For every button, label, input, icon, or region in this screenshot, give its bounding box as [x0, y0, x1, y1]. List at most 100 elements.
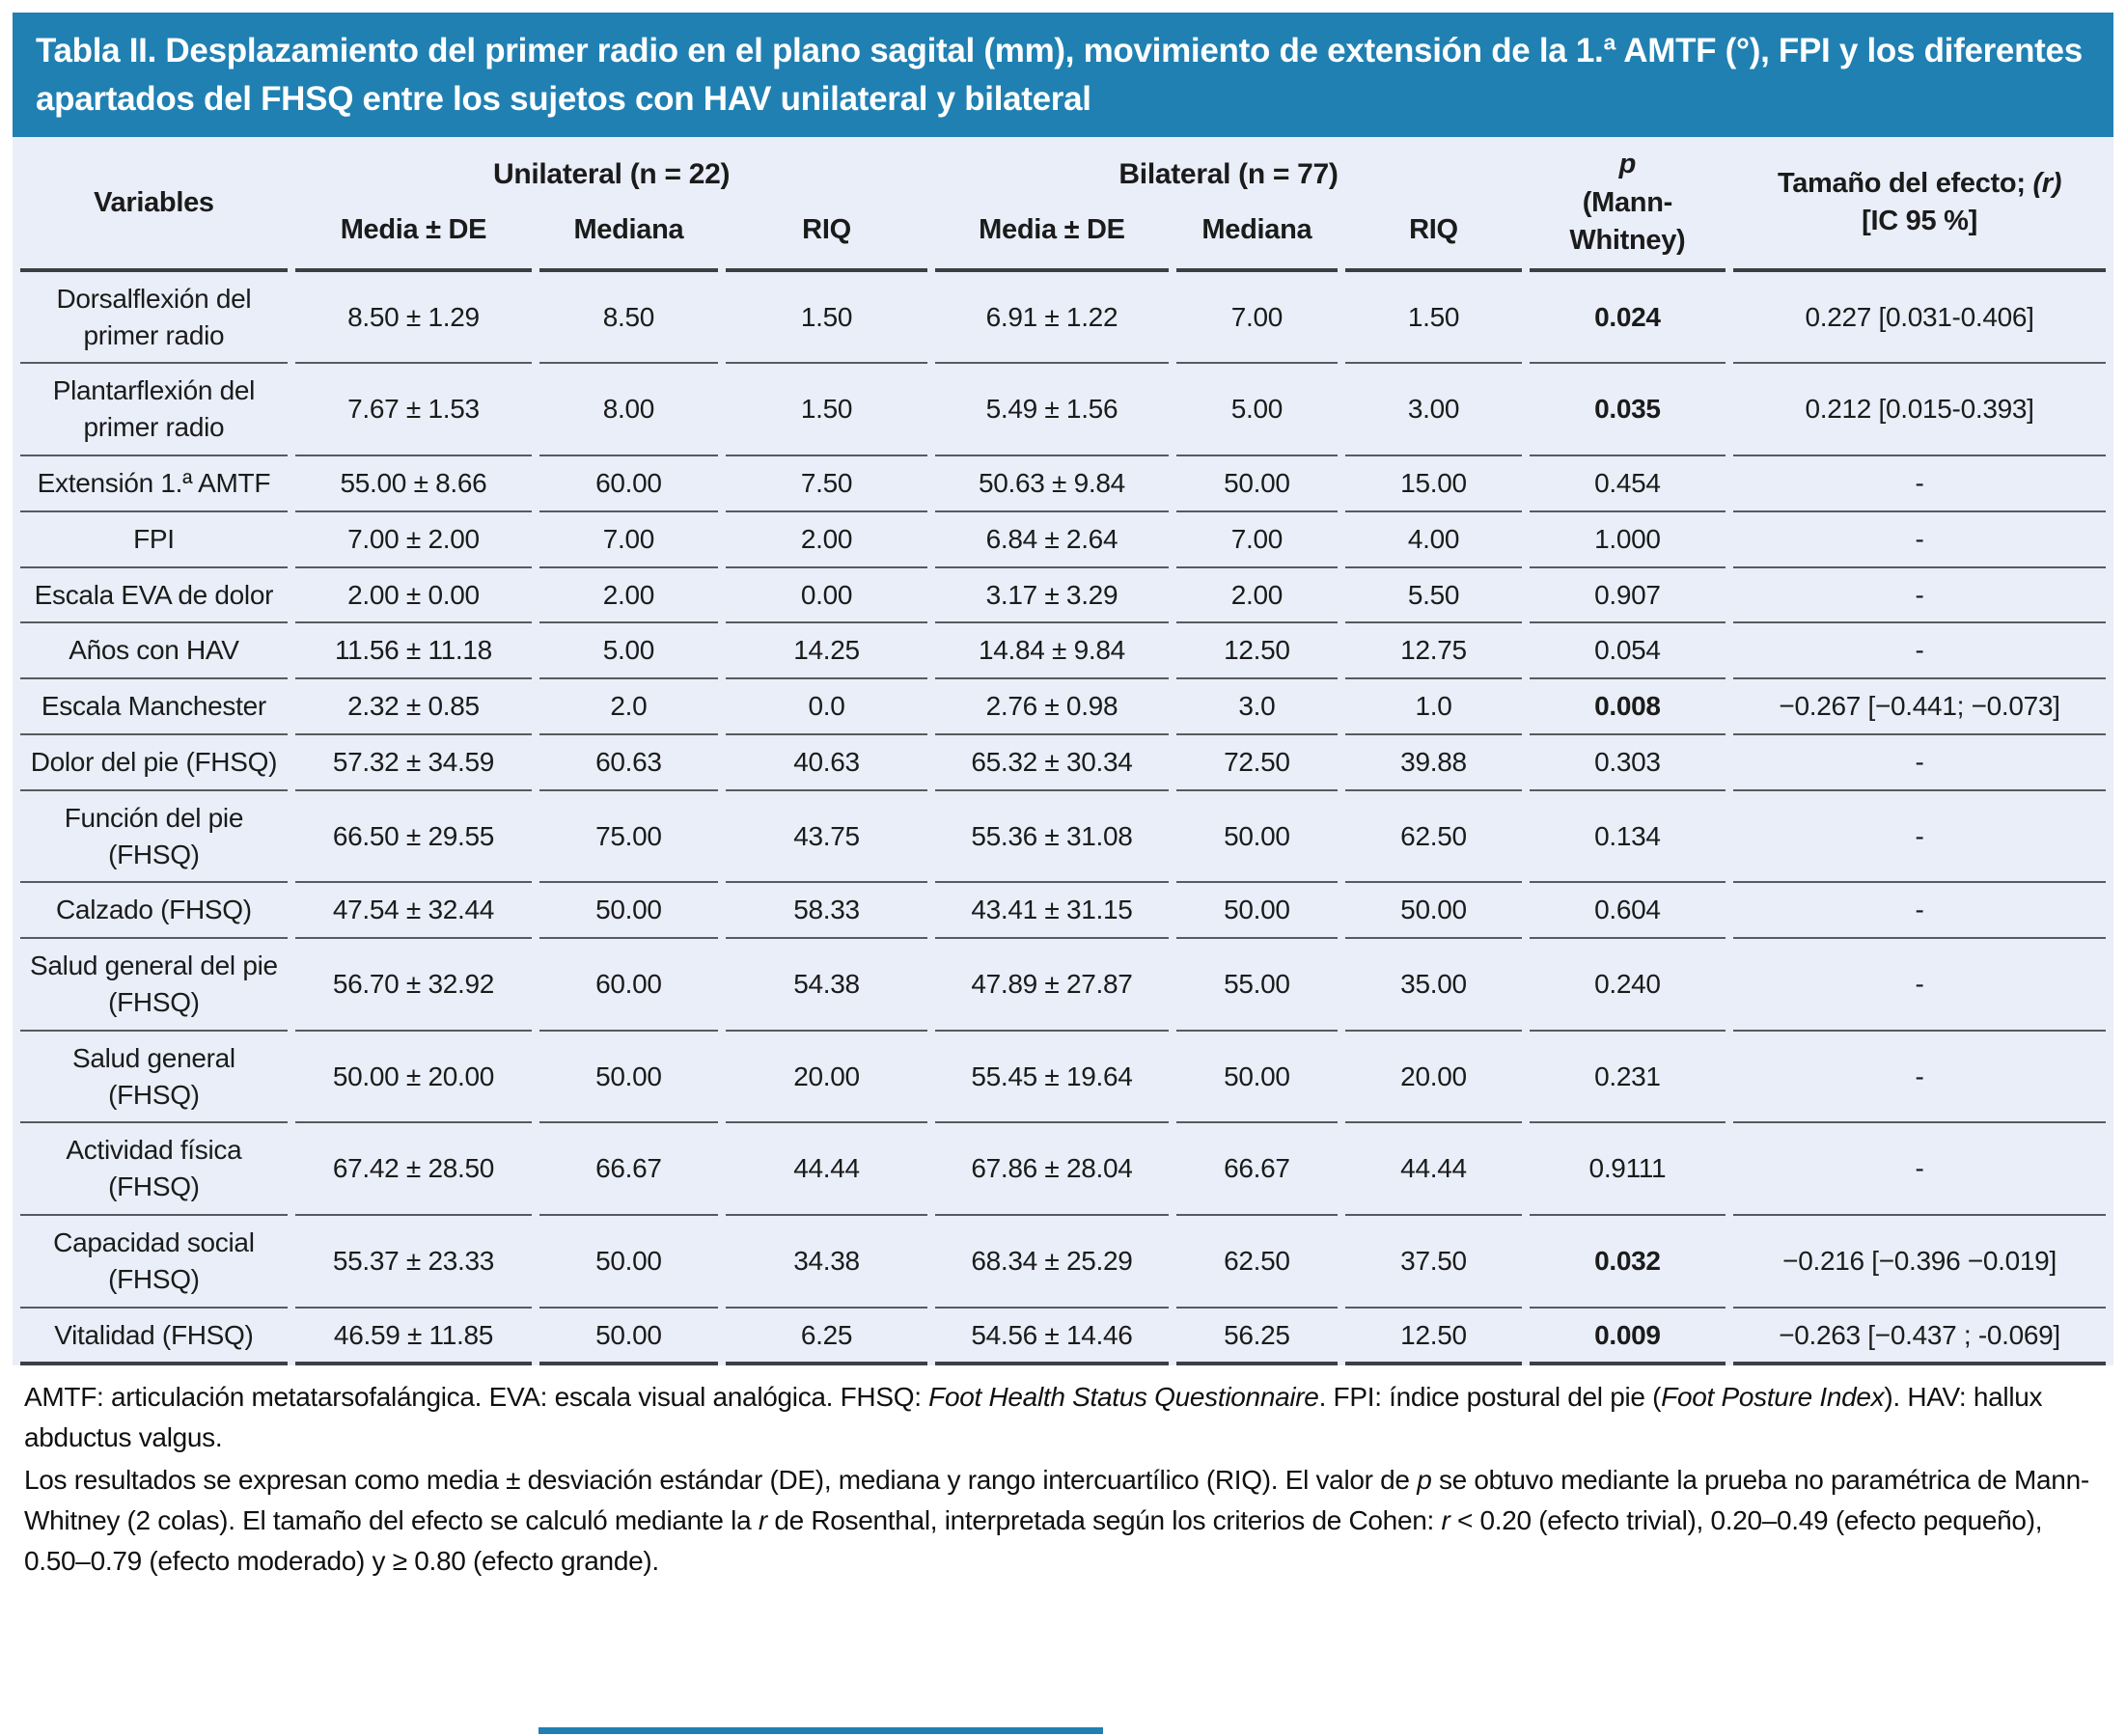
table-header: Variables Unilateral (n = 22) Bilateral …: [20, 137, 2106, 272]
table-row: Plantarflexión del primer radio 7.67 ± 1.…: [20, 364, 2106, 456]
cell-u_media: 50.00 ± 20.00: [294, 1032, 533, 1124]
cell-effect: -: [1733, 623, 2106, 680]
bottom-accent-line: [538, 1727, 1103, 1734]
cell-u_mediana: 2.0: [539, 679, 718, 735]
cell-b_riq: 5.50: [1345, 568, 1522, 624]
cell-p: 0.032: [1529, 1216, 1726, 1309]
footnotes: AMTF: articulación metatarsofalángica. E…: [13, 1365, 2113, 1582]
cell-variable: Salud general del pie (FHSQ): [20, 939, 288, 1032]
cell-u_media: 56.70 ± 32.92: [294, 939, 533, 1032]
cell-p: 0.024: [1529, 272, 1726, 365]
cell-u_media: 67.42 ± 28.50: [294, 1123, 533, 1216]
cell-u_mediana: 60.00: [539, 939, 718, 1032]
cell-variable: Salud general (FHSQ): [20, 1032, 288, 1124]
cell-b_media: 5.49 ± 1.56: [935, 364, 1169, 456]
table-row: FPI 7.00 ± 2.00 7.00 2.00 6.84 ± 2.64 7.00 4.0…: [20, 512, 2106, 568]
table-row: Dorsalflexión del primer radio 8.50 ± 1.2…: [20, 272, 2106, 365]
cell-u_riq: 34.38: [725, 1216, 928, 1309]
cell-p: 0.303: [1529, 735, 1726, 791]
cell-u_riq: 14.25: [725, 623, 928, 680]
cell-b_media: 2.76 ± 0.98: [935, 679, 1169, 735]
p-test-name: (Mann- Whitney): [1569, 186, 1686, 256]
cell-u_media: 55.37 ± 23.33: [294, 1216, 533, 1309]
cell-b_mediana: 50.00: [1175, 883, 1339, 940]
cell-variable: Dorsalflexión del primer radio: [20, 272, 288, 365]
cell-u_riq: 54.38: [725, 939, 928, 1032]
table-container: Variables Unilateral (n = 22) Bilateral …: [13, 137, 2113, 1366]
table-row: Salud general (FHSQ) 50.00 ± 20.00 50.00 20…: [20, 1032, 2106, 1124]
cell-b_media: 65.32 ± 30.34: [935, 735, 1169, 791]
footnote-text: de Rosenthal, interpretada según los cri…: [766, 1505, 1442, 1536]
effect-size-ci-label: [IC 95 %]: [1862, 206, 1977, 237]
table-row: Vitalidad (FHSQ) 46.59 ± 11.85 50.00 6.25 54…: [20, 1309, 2106, 1366]
cell-variable: Años con HAV: [20, 623, 288, 680]
table-body: Dorsalflexión del primer radio 8.50 ± 1.2…: [20, 272, 2106, 1366]
cell-b_riq: 62.50: [1345, 791, 1522, 884]
cell-effect: -: [1733, 512, 2106, 568]
cell-effect: -: [1733, 791, 2106, 884]
table-title: Tabla II. Desplazamiento del primer radi…: [13, 13, 2113, 138]
cell-variable: Extensión 1.ª AMTF: [20, 456, 288, 512]
cell-u_riq: 2.00: [725, 512, 928, 568]
cell-b_riq: 15.00: [1345, 456, 1522, 512]
cell-u_mediana: 5.00: [539, 623, 718, 680]
footnote-text-italic: r: [758, 1505, 767, 1536]
cell-p: 0.054: [1529, 623, 1726, 680]
cell-variable: Plantarflexión del primer radio: [20, 364, 288, 456]
table-row: Actividad física (FHSQ) 67.42 ± 28.50 66.6…: [20, 1123, 2106, 1216]
cell-b_media: 55.45 ± 19.64: [935, 1032, 1169, 1124]
cell-b_riq: 35.00: [1345, 939, 1522, 1032]
cell-u_riq: 1.50: [725, 364, 928, 456]
cell-b_media: 47.89 ± 27.87: [935, 939, 1169, 1032]
cell-u_mediana: 60.00: [539, 456, 718, 512]
cell-u_mediana: 50.00: [539, 1309, 718, 1366]
cell-effect: −0.216 [−0.396 −0.019]: [1733, 1216, 2106, 1309]
cell-b_mediana: 50.00: [1175, 1032, 1339, 1124]
cell-p: 0.035: [1529, 364, 1726, 456]
cell-u_media: 55.00 ± 8.66: [294, 456, 533, 512]
cell-b_mediana: 7.00: [1175, 512, 1339, 568]
cell-u_riq: 6.25: [725, 1309, 928, 1366]
cell-b_mediana: 62.50: [1175, 1216, 1339, 1309]
table-row: Calzado (FHSQ) 47.54 ± 32.44 50.00 58.33 43.…: [20, 883, 2106, 940]
column-subheader-riq-unilateral: RIQ: [725, 200, 928, 272]
footnote-abbreviations: AMTF: articulación metatarsofalángica. E…: [24, 1377, 2104, 1458]
cell-p: 0.008: [1529, 679, 1726, 735]
cell-effect: 0.212 [0.015-0.393]: [1733, 364, 2106, 456]
cell-variable: Escala EVA de dolor: [20, 568, 288, 624]
table-row: Capacidad social (FHSQ) 55.37 ± 23.33 50.0…: [20, 1216, 2106, 1309]
cell-u_mediana: 60.63: [539, 735, 718, 791]
footnote-text: se obtuvo mediante la prueba no paramétr…: [24, 1465, 2089, 1536]
table-row: Salud general del pie (FHSQ) 56.70 ± 32.9…: [20, 939, 2106, 1032]
cell-u_media: 57.32 ± 34.59: [294, 735, 533, 791]
effect-size-r-symbol: (r): [2032, 167, 2062, 199]
cell-p: 0.240: [1529, 939, 1726, 1032]
cell-p: 0.231: [1529, 1032, 1726, 1124]
cell-u_riq: 44.44: [725, 1123, 928, 1216]
column-header-p-mann-whitney: p (Mann- Whitney): [1529, 137, 1726, 272]
column-subheader-riq-bilateral: RIQ: [1345, 200, 1522, 272]
footnote-text: Los resultados se expresan como media ± …: [24, 1465, 1418, 1496]
cell-effect: -: [1733, 568, 2106, 624]
footnote-methods: Los resultados se expresan como media ± …: [24, 1460, 2104, 1582]
cell-u_riq: 1.50: [725, 272, 928, 365]
cell-b_mediana: 50.00: [1175, 791, 1339, 884]
cell-b_mediana: 2.00: [1175, 568, 1339, 624]
cell-u_riq: 58.33: [725, 883, 928, 940]
cell-p: 0.604: [1529, 883, 1726, 940]
data-table: Variables Unilateral (n = 22) Bilateral …: [13, 137, 2113, 1366]
cell-u_media: 66.50 ± 29.55: [294, 791, 533, 884]
cell-b_media: 55.36 ± 31.08: [935, 791, 1169, 884]
cell-b_mediana: 56.25: [1175, 1309, 1339, 1366]
cell-b_riq: 1.50: [1345, 272, 1522, 365]
cell-b_riq: 1.0: [1345, 679, 1522, 735]
cell-u_mediana: 50.00: [539, 1032, 718, 1124]
effect-size-label: Tamaño del efecto;: [1777, 167, 2033, 199]
footnote-text: . FPI: índice postural del pie (: [1318, 1382, 1662, 1413]
column-subheader-media-bilateral: Media ± DE: [935, 200, 1169, 272]
cell-variable: Dolor del pie (FHSQ): [20, 735, 288, 791]
column-header-unilateral: Unilateral (n = 22): [492, 158, 731, 191]
cell-p: 0.009: [1529, 1309, 1726, 1366]
cell-b_media: 3.17 ± 3.29: [935, 568, 1169, 624]
table-row: Escala Manchester 2.32 ± 0.85 2.0 0.0 2.76 ±…: [20, 679, 2106, 735]
